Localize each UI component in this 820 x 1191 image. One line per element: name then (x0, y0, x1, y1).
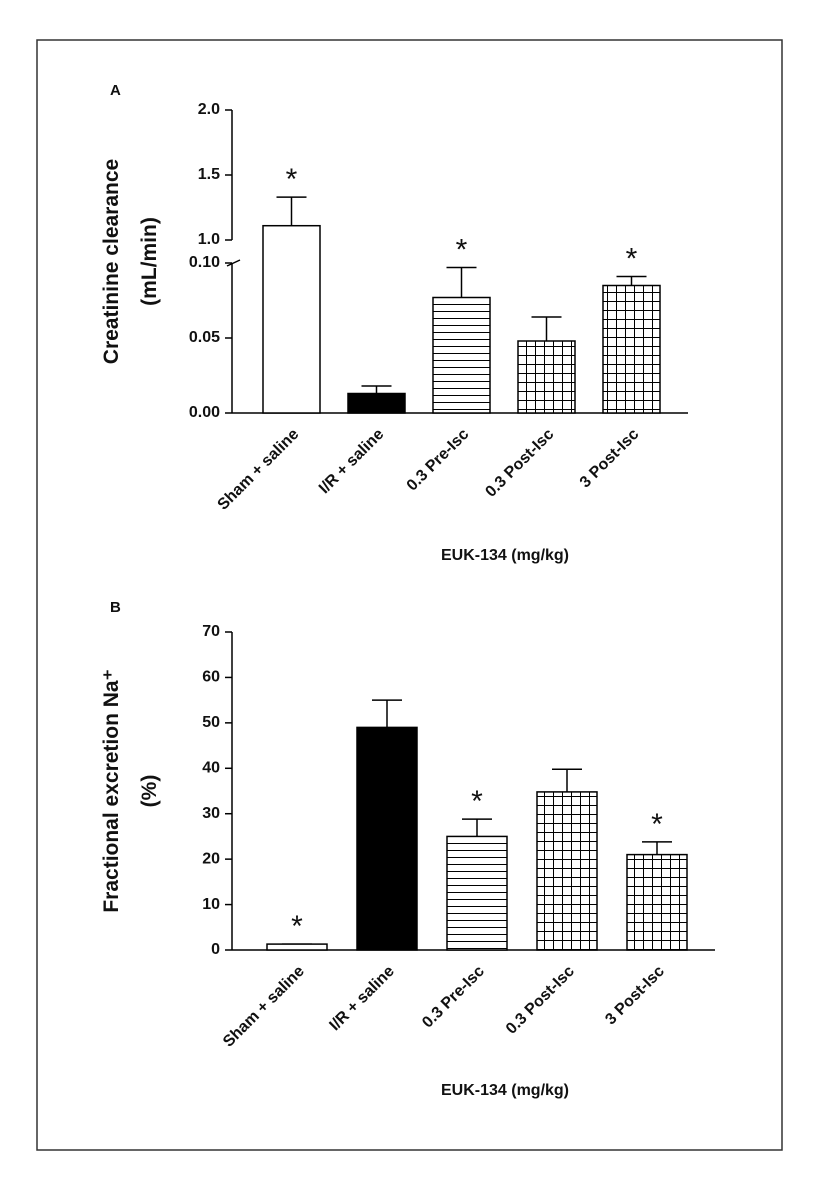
significance-marker: * (291, 910, 303, 943)
y-tick-label: 0 (211, 941, 220, 958)
y-axis-label: (mL/min) (138, 217, 161, 306)
y-axis-label: (%) (138, 775, 161, 808)
significance-marker: * (651, 808, 663, 841)
bar (536, 791, 598, 951)
y-tick-label: 50 (202, 714, 220, 731)
x-axis-label: EUK-134 (mg/kg) (441, 547, 569, 564)
frame (36, 39, 783, 1151)
y-tick-label: 60 (202, 669, 220, 686)
bar (356, 726, 418, 951)
y-axis-label: Fractional excretion Na⁺ (100, 669, 123, 912)
y-tick-label: 2.0 (198, 101, 220, 118)
y-tick-label: 20 (202, 850, 220, 867)
bar (262, 224, 321, 414)
significance-marker: * (471, 785, 483, 818)
y-tick-label: 0.10 (189, 254, 220, 271)
bar (266, 943, 328, 951)
panel-label: A (110, 82, 121, 99)
y-axis-label: Creatinine clearance (100, 159, 123, 364)
bar (626, 853, 688, 951)
y-tick-label: 40 (202, 760, 220, 777)
x-axis-label: EUK-134 (mg/kg) (441, 1082, 569, 1099)
y-tick-label: 1.0 (198, 231, 220, 248)
panel-label: B (110, 599, 121, 616)
bar (517, 340, 576, 414)
significance-marker: * (456, 234, 468, 267)
y-tick-label: 10 (202, 896, 220, 913)
y-tick-label: 1.5 (198, 166, 220, 183)
significance-marker: * (626, 243, 638, 276)
y-tick-label: 0.00 (189, 404, 220, 421)
bar (432, 296, 491, 414)
y-tick-label: 30 (202, 805, 220, 822)
significance-marker: * (286, 163, 298, 196)
bar (602, 284, 661, 414)
bar (347, 392, 406, 414)
y-tick-label: 70 (202, 623, 220, 640)
y-tick-label: 0.05 (189, 329, 220, 346)
bar (446, 835, 508, 951)
axis-break (226, 259, 241, 267)
